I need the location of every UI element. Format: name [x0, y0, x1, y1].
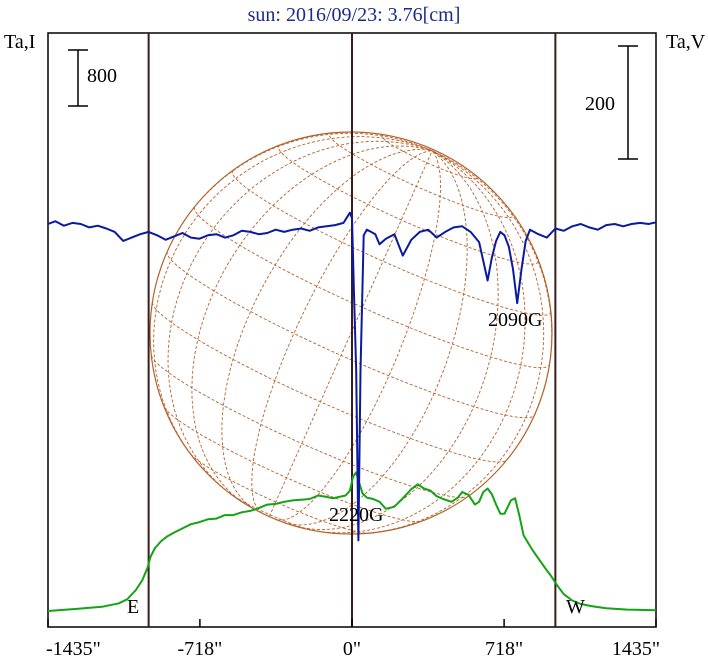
series-line-intensity [47, 471, 657, 612]
series-line-polarization [47, 211, 657, 542]
meridian-line [153, 136, 433, 463]
intensity-scale-label: 800 [87, 65, 117, 87]
x-tick-label: 0" [343, 638, 361, 660]
meridian-line [283, 150, 468, 526]
meridian-line [167, 140, 433, 494]
limb-label-west: W [566, 596, 585, 618]
annotation-2220g: 2220G [329, 504, 383, 526]
meridian-line [297, 150, 499, 530]
x-tick-label: -718" [177, 638, 222, 660]
polarization-scale-label: 200 [585, 93, 615, 115]
meridian-line [221, 149, 433, 510]
left-axis-label: Ta,I [4, 31, 35, 53]
meridian-line [312, 150, 526, 534]
parallel-line [381, 134, 478, 180]
parallel-line [166, 251, 535, 419]
solar-disk-grid [149, 131, 553, 535]
series-layer [47, 211, 657, 612]
intensity-scale-bar: 800 [68, 49, 117, 107]
limb-label-east: E [127, 596, 139, 618]
parallel-line [190, 453, 369, 534]
parallel-line [193, 206, 550, 369]
parallel-line [150, 355, 468, 498]
annotation-2090g: 2090G [488, 309, 542, 331]
right-axis-label: Ta,V [666, 31, 706, 53]
meridian-line [191, 145, 433, 503]
parallel-line [151, 302, 507, 463]
x-axis: -1435" -718" 0" 718" 1435" [46, 619, 660, 660]
x-tick-label: 1435" [612, 638, 660, 660]
parallel-line [229, 493, 313, 531]
meridian-line [268, 150, 433, 517]
polarization-scale-bar: 200 [585, 45, 638, 160]
parallel-line [328, 132, 514, 218]
x-tick-label: -1435" [46, 638, 101, 660]
meridian-line [251, 150, 433, 514]
parallel-line [163, 407, 421, 523]
parallel-line [231, 169, 552, 316]
limb-lines [147, 33, 557, 627]
x-tick-label: 718" [485, 638, 523, 660]
chart-title: sun: 2016/09/23: 3.76[cm] [248, 4, 461, 26]
meridian-line [358, 150, 545, 535]
